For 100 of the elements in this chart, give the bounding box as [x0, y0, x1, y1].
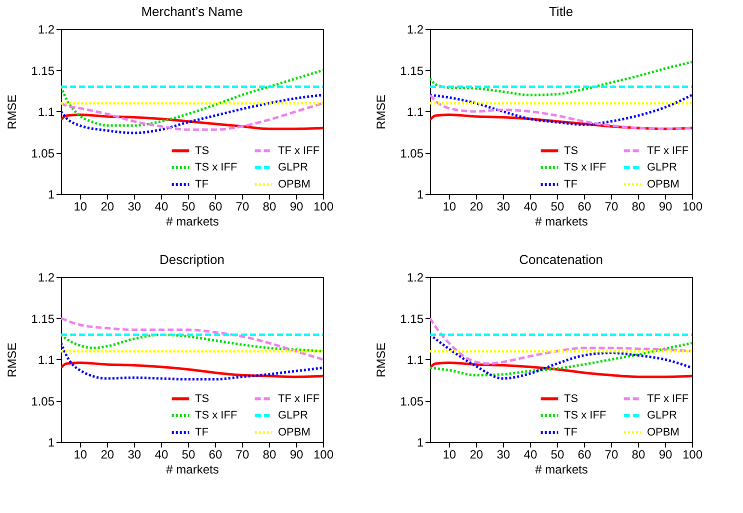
y-axis-title: RMSE — [374, 94, 388, 130]
y-tick-label: 1.2 — [406, 270, 424, 284]
y-tick-label: 1.15 — [31, 64, 55, 78]
line-series — [61, 69, 323, 127]
y-tick-label: 1.2 — [406, 22, 424, 36]
legend-label: TS — [564, 144, 578, 157]
x-tick-label: 90 — [658, 200, 672, 214]
x-axis-title: # markets — [166, 214, 219, 228]
legend-label: OPBM — [278, 178, 310, 190]
legend-label: TF x IFF — [647, 392, 689, 405]
legend-label: TS x IFF — [564, 162, 606, 174]
x-tick-label: 50 — [550, 200, 564, 214]
legend-label: TS — [195, 392, 210, 405]
x-tick-label: 40 — [524, 200, 538, 214]
x-tick-label: 70 — [236, 200, 250, 214]
y-axis-title: RMSE — [5, 94, 20, 130]
y-tick-label: 1.2 — [38, 270, 55, 284]
line-series — [61, 94, 323, 134]
y-axis-title: RMSE — [374, 342, 388, 378]
legend-label: OPBM — [278, 426, 310, 438]
x-tick-label: 50 — [550, 448, 564, 462]
x-tick-label: 90 — [290, 448, 304, 462]
x-tick-label: 60 — [208, 448, 222, 462]
line-series — [61, 114, 323, 130]
x-tick-label: 70 — [604, 200, 618, 214]
line-series — [430, 342, 692, 376]
x-tick-label: 10 — [74, 200, 88, 214]
line-series — [61, 342, 323, 381]
x-tick-label: 40 — [154, 200, 168, 214]
y-tick-label: 1.1 — [406, 353, 424, 367]
line-series — [430, 362, 692, 378]
x-tick-label: 50 — [182, 448, 196, 462]
legend-label: TS x IFF — [195, 410, 238, 422]
x-tick-label: 40 — [154, 448, 168, 462]
legend-label: TF — [564, 426, 578, 438]
y-tick-label: 1.15 — [400, 64, 424, 78]
legend-label: TS — [564, 392, 578, 405]
x-tick-label: 30 — [496, 200, 510, 214]
x-axis-title: # markets — [535, 214, 588, 228]
legend-label: TS x IFF — [564, 410, 606, 422]
x-tick-label: 70 — [604, 448, 618, 462]
y-axis-title: RMSE — [5, 342, 20, 378]
x-axis-title: # markets — [535, 462, 588, 476]
y-tick-label: 1.05 — [400, 146, 424, 160]
legend-label: OPBM — [647, 426, 680, 438]
x-tick-label: 20 — [100, 448, 114, 462]
legend-label: GLPR — [278, 162, 308, 174]
y-tick-label: 1.15 — [400, 312, 424, 326]
chart-title: Merchant’s Name — [141, 4, 243, 19]
x-tick-label: 80 — [632, 200, 646, 214]
x-tick-label: 90 — [290, 200, 304, 214]
line-series — [430, 317, 692, 365]
line-series — [61, 102, 323, 131]
x-tick-label: 100 — [682, 448, 703, 462]
legend-label: GLPR — [278, 410, 308, 422]
legend-label: TF — [564, 178, 578, 190]
legend-label: GLPR — [647, 162, 678, 174]
y-tick-label: 1 — [48, 436, 55, 450]
x-tick-label: 80 — [262, 200, 276, 214]
legend-label: GLPR — [647, 410, 678, 422]
x-tick-label: 60 — [578, 448, 592, 462]
legend-label: TF — [195, 178, 209, 190]
x-axis-title: # markets — [166, 462, 219, 476]
x-tick-label: 10 — [442, 200, 456, 214]
x-tick-label: 20 — [100, 200, 114, 214]
legend-label: OPBM — [647, 178, 680, 190]
x-tick-label: 30 — [496, 448, 510, 462]
chart-title: Title — [548, 4, 574, 19]
x-tick-label: 90 — [658, 448, 672, 462]
y-tick-label: 1.1 — [38, 105, 55, 119]
legend-label: TF x IFF — [278, 392, 320, 405]
y-tick-label: 1.05 — [400, 394, 424, 408]
x-tick-label: 20 — [470, 448, 484, 462]
legend-label: TS — [195, 144, 210, 157]
x-tick-label: 50 — [182, 200, 196, 214]
x-tick-label: 30 — [128, 200, 142, 214]
legend-label: TF — [195, 426, 209, 438]
chart-title: Description — [159, 252, 225, 267]
legend-label: TF x IFF — [278, 144, 320, 157]
x-tick-label: 10 — [74, 448, 88, 462]
legend-label: TF x IFF — [647, 144, 689, 157]
y-tick-label: 1.05 — [31, 146, 55, 160]
y-tick-label: 1 — [416, 188, 424, 202]
x-tick-label: 40 — [524, 448, 538, 462]
x-tick-label: 10 — [442, 448, 456, 462]
x-tick-label: 70 — [236, 448, 250, 462]
x-tick-label: 100 — [682, 200, 703, 214]
y-tick-label: 1.2 — [38, 22, 55, 36]
y-tick-label: 1.05 — [31, 394, 55, 408]
line-series — [430, 334, 692, 380]
y-tick-label: 1 — [48, 188, 55, 202]
x-tick-label: 100 — [313, 200, 334, 214]
line-series — [61, 317, 323, 361]
line-series — [430, 60, 692, 96]
chart-title: Concatenation — [519, 252, 603, 267]
x-tick-label: 20 — [470, 200, 484, 214]
x-tick-label: 100 — [313, 448, 334, 462]
x-tick-label: 80 — [632, 448, 646, 462]
line-series — [61, 334, 323, 352]
y-tick-label: 1.1 — [38, 353, 55, 367]
